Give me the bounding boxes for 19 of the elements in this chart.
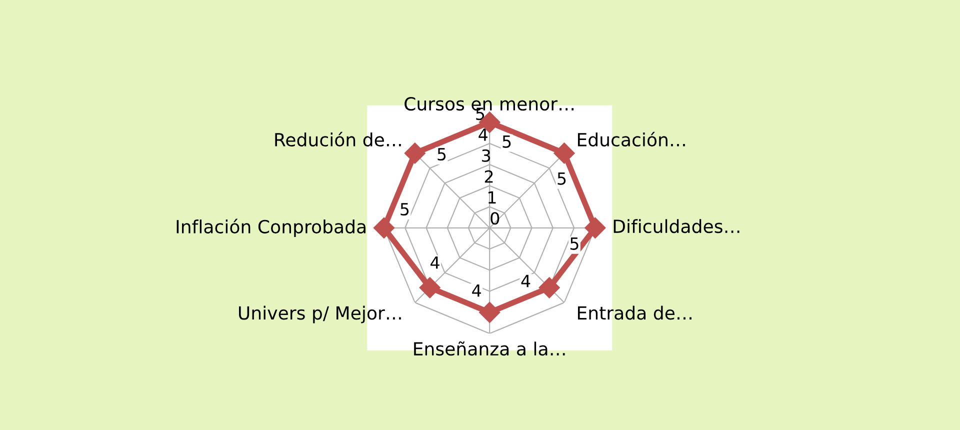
spoke-label: Educación…	[578, 132, 685, 147]
data-label: 5	[438, 148, 446, 161]
y-tick-label: 1	[488, 191, 496, 204]
data-label: 4	[430, 256, 440, 269]
data-label: 5	[570, 238, 578, 250]
data-label: 5	[502, 135, 511, 148]
spoke-label: Univers p/ Mejor…	[239, 306, 401, 324]
spoke-label: Inflación Conprobada	[176, 218, 366, 237]
y-tick-label: 4	[478, 128, 488, 141]
data-label: 5	[400, 203, 409, 216]
data-label: 4	[521, 274, 530, 288]
y-tick-label: 2	[484, 170, 493, 183]
spoke-label: Entrada de…	[578, 306, 692, 320]
spoke-label: Redución de…	[275, 132, 401, 147]
spoke-label: Dificuldades…	[614, 219, 740, 234]
y-tick-label: 3	[482, 149, 490, 162]
data-label: 5	[558, 172, 566, 185]
spoke-label: Enseñanza a la…	[414, 341, 565, 356]
y-tick-label: 0	[490, 212, 500, 225]
